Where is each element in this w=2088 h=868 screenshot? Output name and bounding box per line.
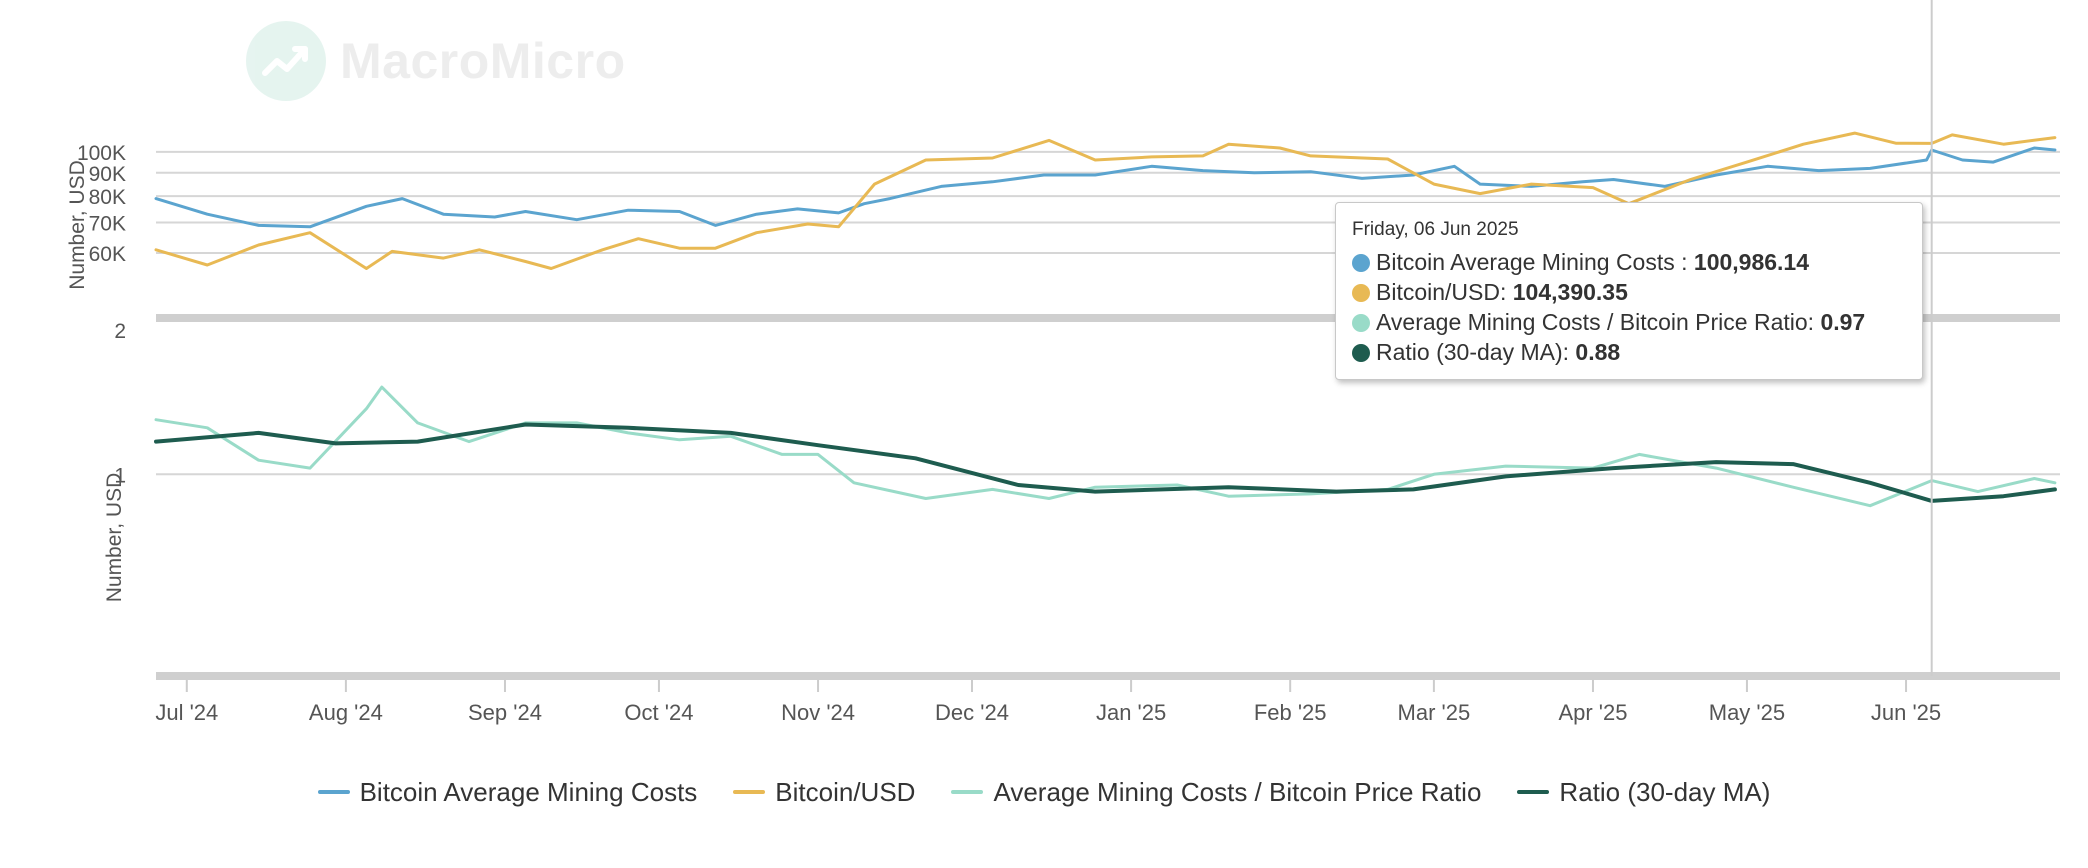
y-axis-title: Number, USD: [103, 473, 126, 603]
watermark-text: MacroMicro: [340, 33, 626, 89]
legend-label: Bitcoin Average Mining Costs: [359, 776, 698, 807]
legend-label: Bitcoin/USD: [775, 776, 916, 807]
chart-tooltip: Friday, 06 Jun 2025 Bitcoin Average Mini…: [1335, 202, 1923, 380]
x-tick-label: Mar '25: [1398, 700, 1471, 725]
tooltip-row-bitcoin-usd: Bitcoin/USD: 104,390.35: [1352, 277, 1906, 307]
x-tick-label: Jul '24: [155, 700, 218, 725]
tooltip-dot-ratio: [1352, 314, 1370, 332]
legend-swatch-ratio: [951, 790, 984, 794]
legend-item-bitcoin-usd[interactable]: Bitcoin/USD: [733, 777, 915, 808]
tooltip-value: 104,390.35: [1512, 279, 1628, 305]
legend-swatch-bitcoin-usd: [733, 790, 766, 794]
x-tick-label: Dec '24: [935, 700, 1009, 725]
x-tick-label: Feb '25: [1254, 700, 1327, 725]
legend-item-ratio[interactable]: Average Mining Costs / Bitcoin Price Rat…: [951, 777, 1481, 808]
tooltip-date: Friday, 06 Jun 2025: [1352, 219, 1519, 240]
tooltip-dot-bitcoin-usd: [1352, 284, 1370, 302]
panel-separator: [156, 314, 2060, 322]
tooltip-value: 0.97: [1820, 309, 1866, 335]
tooltip-value: 100,986.14: [1693, 249, 1810, 275]
watermark: MacroMicro: [246, 20, 626, 102]
x-tick-label: Sep '24: [468, 700, 542, 725]
tooltip-label: Bitcoin/USD:: [1376, 279, 1513, 305]
legend-swatch-mining-costs: [317, 790, 350, 794]
y-tick-label: 80K: [89, 186, 126, 209]
x-tick-label: Jun '25: [1871, 700, 1941, 725]
tooltip-dot-mining-costs: [1352, 254, 1370, 272]
chart-legend: Bitcoin Average Mining Costs Bitcoin/USD…: [0, 772, 2088, 812]
x-tick-label: Nov '24: [781, 700, 855, 725]
tooltip-row-ratio: Average Mining Costs / Bitcoin Price Rat…: [1352, 307, 1906, 337]
series-line-average-mining-costs-bitcoin-price-ratio: [154, 385, 2057, 508]
tooltip-dot-ratio-ma: [1352, 344, 1370, 362]
x-tick-label: Apr '25: [1558, 700, 1627, 725]
series-line-bitcoin-average-mining-costs: [154, 146, 2057, 229]
tooltip-value: 0.88: [1575, 339, 1621, 365]
legend-item-ratio-ma[interactable]: Ratio (30-day MA): [1517, 777, 1770, 808]
y-tick-label: 2: [114, 320, 126, 343]
y-tick-label: 100K: [77, 142, 126, 165]
legend-label: Ratio (30-day MA): [1559, 776, 1771, 807]
y-tick-label: 60K: [89, 243, 126, 266]
y-tick-label: 1: [114, 464, 126, 487]
y-tick-label: 90K: [89, 163, 126, 186]
series-line-bitcoin-usd: [154, 131, 2057, 270]
x-tick-label: May '25: [1709, 700, 1785, 725]
legend-item-mining-costs[interactable]: Bitcoin Average Mining Costs: [317, 776, 698, 808]
y-tick-label: 70K: [89, 213, 126, 236]
tooltip-label: Bitcoin Average Mining Costs :: [1376, 249, 1694, 275]
chart-logo-icon: [246, 21, 326, 101]
x-tick-label: Oct '24: [624, 700, 693, 725]
tooltip-label: Average Mining Costs / Bitcoin Price Rat…: [1376, 309, 1821, 335]
tooltip-row-ratio-ma: Ratio (30-day MA): 0.88: [1352, 337, 1906, 367]
tooltip-label: Ratio (30-day MA):: [1376, 339, 1576, 365]
legend-swatch-ratio-ma: [1517, 790, 1550, 794]
tooltip-row-mining-costs: Bitcoin Average Mining Costs : 100,986.1…: [1352, 247, 1906, 277]
panel-separator: [156, 672, 2060, 680]
y-axis-title: Number, USD: [66, 160, 89, 290]
x-tick-label: Jan '25: [1096, 700, 1166, 725]
series-line-ratio-30-day-ma: [154, 422, 2057, 503]
x-tick-label: Aug '24: [309, 700, 383, 725]
legend-label: Average Mining Costs / Bitcoin Price Rat…: [993, 776, 1482, 807]
